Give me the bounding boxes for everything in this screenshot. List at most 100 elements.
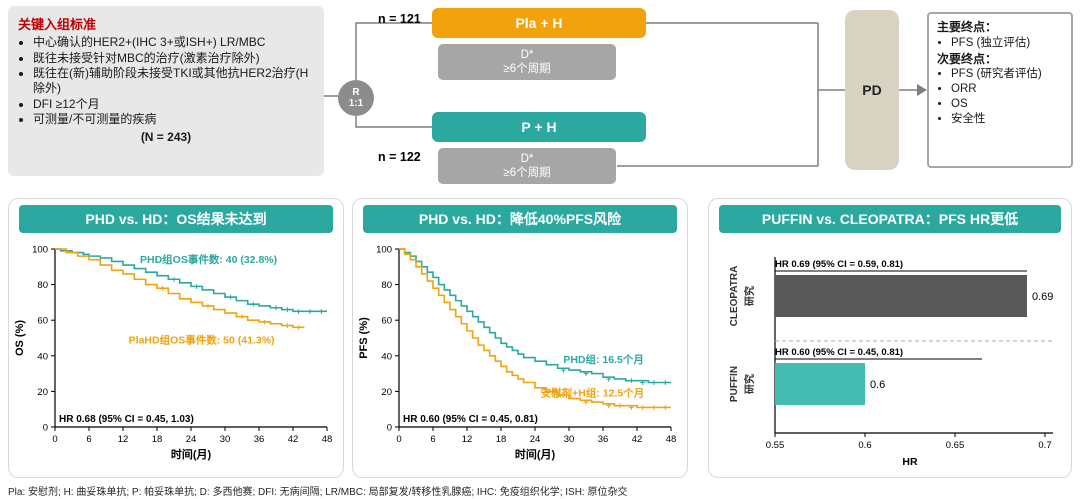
svg-text:+: + <box>606 401 611 411</box>
endpoint-item: 安全性 <box>951 112 1063 127</box>
svg-text:40: 40 <box>381 351 392 362</box>
svg-text:24: 24 <box>186 434 197 445</box>
svg-text:+: + <box>583 397 588 407</box>
svg-text:+: + <box>663 402 668 412</box>
svg-text:+: + <box>617 401 622 411</box>
criteria-title: 关键入组标准 <box>18 17 97 32</box>
svg-text:+: + <box>273 303 278 313</box>
svg-text:PFS (%): PFS (%) <box>358 317 370 359</box>
primary-endpoints-list: PFS (独立评估) <box>937 36 1063 51</box>
svg-text:12: 12 <box>462 434 473 445</box>
svg-text:0.55: 0.55 <box>766 440 785 451</box>
endpoint-item: ORR <box>951 82 1063 97</box>
svg-text:30: 30 <box>564 434 575 445</box>
arm1-chemo-bar: D* ≥6个周期 <box>438 44 616 80</box>
svg-text:60: 60 <box>381 316 392 327</box>
secondary-endpoints-title: 次要终点： <box>937 51 998 66</box>
os-panel-title: PHD vs. HD：OS结果未达到 <box>19 205 333 233</box>
pfs-panel: PHD vs. HD：降低40%PFS风险 0 6 12 18 24 30 36 42 48 0 2… <box>352 198 688 478</box>
svg-text:+: + <box>606 374 611 384</box>
svg-text:+: + <box>160 283 165 293</box>
rand-ratio: 1:1 <box>348 98 364 109</box>
svg-text:0.6: 0.6 <box>858 440 871 451</box>
svg-text:6: 6 <box>430 434 435 445</box>
svg-text:0: 0 <box>52 434 57 445</box>
svg-text:+: + <box>663 378 668 388</box>
svg-text:18: 18 <box>496 434 507 445</box>
svg-text:CLEOPATRA: CLEOPATRA <box>729 266 740 327</box>
arm2-chemo-cycles: ≥6个周期 <box>503 167 551 179</box>
svg-text:30: 30 <box>220 434 231 445</box>
svg-text:80: 80 <box>37 280 48 291</box>
hr-bar-chart: 0.55 0.6 0.65 0.7 HR HR 0.69 (95% CI = 0.59, … <box>729 257 1053 468</box>
svg-text:42: 42 <box>632 434 643 445</box>
svg-text:0: 0 <box>396 434 401 445</box>
svg-text:HR 0.60 (95% CI = 0.45, 0.81): HR 0.60 (95% CI = 0.45, 0.81) <box>775 347 903 358</box>
pfs-km-chart: 0 6 12 18 24 30 36 42 48 0 20 40 60 80 100 时间(月) PFS (%)… <box>358 245 676 462</box>
criteria-item: 可测量/不可测量的疾病 <box>33 112 314 127</box>
secondary-endpoints-list: PFS (研究者评估) ORR OS 安全性 <box>937 67 1063 127</box>
abbreviations-footnote: Pla: 安慰剂; H: 曲妥珠单抗; P: 帕妥珠单抗; D: 多西他赛; D… <box>8 487 628 498</box>
arrow-right-icon <box>917 84 927 96</box>
endpoint-item: OS <box>951 97 1063 112</box>
inclusion-criteria-box: 关键入组标准 中心确认的HER2+(IHC 3+或ISH+) LR/MBC 既往… <box>8 6 324 176</box>
svg-text:+: + <box>239 312 244 322</box>
arm2-n-label: n = 122 <box>378 150 421 164</box>
flow-connectors <box>324 22 927 167</box>
hr-panel-title: PUFFIN vs. CLEOPATRA：PFS HR更低 <box>719 205 1061 233</box>
svg-text:0.7: 0.7 <box>1038 440 1051 451</box>
svg-text:研究: 研究 <box>743 286 756 306</box>
svg-text:OS (%): OS (%) <box>14 320 26 356</box>
svg-text:+: + <box>651 402 656 412</box>
svg-text:0.65: 0.65 <box>946 440 965 451</box>
svg-text:HR: HR <box>902 456 918 468</box>
svg-text:+: + <box>561 365 566 375</box>
svg-text:+: + <box>307 306 312 316</box>
arm2-chemo-drug: D* <box>520 152 534 165</box>
arm2-treatment-bar: P + H <box>432 112 646 142</box>
arm1-treatment-bar: Pla + H <box>432 8 646 38</box>
svg-text:+: + <box>640 402 645 412</box>
svg-text:80: 80 <box>381 280 392 291</box>
svg-text:18: 18 <box>152 434 163 445</box>
svg-text:PlaHD组OS事件数: 50 (41.3%): PlaHD组OS事件数: 50 (41.3%) <box>129 333 275 346</box>
criteria-list: 中心确认的HER2+(IHC 3+或ISH+) LR/MBC 既往未接受针对MB… <box>18 35 314 127</box>
svg-text:+: + <box>629 402 634 412</box>
svg-text:安慰剂+H组: 12.5个月: 安慰剂+H组: 12.5个月 <box>541 387 645 400</box>
svg-text:+: + <box>171 274 176 284</box>
svg-text:PUFFIN: PUFFIN <box>729 366 740 402</box>
svg-text:20: 20 <box>381 387 392 398</box>
criteria-item: DFI ≥12个月 <box>33 97 314 112</box>
svg-text:+: + <box>651 378 656 388</box>
svg-text:0: 0 <box>387 423 392 434</box>
endpoint-item: PFS (研究者评估) <box>951 67 1063 82</box>
svg-text:12: 12 <box>118 434 129 445</box>
svg-text:HR 0.69 (95% CI = 0.59, 0.81): HR 0.69 (95% CI = 0.59, 0.81) <box>775 259 903 270</box>
svg-text:+: + <box>251 299 256 309</box>
svg-text:6: 6 <box>86 434 91 445</box>
pfs-panel-title: PHD vs. HD：降低40%PFS风险 <box>363 205 677 233</box>
svg-text:+: + <box>205 301 210 311</box>
svg-text:+: + <box>285 305 290 315</box>
svg-text:48: 48 <box>322 434 333 445</box>
svg-text:100: 100 <box>376 245 392 256</box>
arm1-chemo-drug: D* <box>520 48 534 61</box>
svg-text:0.6: 0.6 <box>870 379 885 391</box>
svg-text:+: + <box>262 317 267 327</box>
hr-comparison-panel: PUFFIN vs. CLEOPATRA：PFS HR更低 0.55 0.6 0.6… <box>708 198 1072 478</box>
endpoints-box: 主要终点： PFS (独立评估) 次要终点： PFS (研究者评估) ORR O… <box>927 12 1073 168</box>
svg-text:PHD组: 16.5个月: PHD组: 16.5个月 <box>563 353 644 366</box>
arm2-chemo-bar: D* ≥6个周期 <box>438 148 616 184</box>
criteria-item: 既往未接受针对MBC的治疗(激素治疗除外) <box>33 51 314 66</box>
svg-text:时间(月): 时间(月) <box>171 447 212 461</box>
svg-text:20: 20 <box>37 387 48 398</box>
criteria-n-total: (N = 243) <box>140 129 192 144</box>
arm1-chemo-cycles: ≥6个周期 <box>503 63 551 75</box>
svg-text:42: 42 <box>288 434 299 445</box>
svg-text:+: + <box>319 306 324 316</box>
svg-text:+: + <box>629 376 634 386</box>
svg-text:HR 0.60 (95% CI = 0.45, 0.81): HR 0.60 (95% CI = 0.45, 0.81) <box>403 414 538 425</box>
criteria-item: 既往在(新)辅助阶段未接受TKI或其他抗HER2治疗(H除外) <box>33 66 314 95</box>
svg-text:+: + <box>583 369 588 379</box>
